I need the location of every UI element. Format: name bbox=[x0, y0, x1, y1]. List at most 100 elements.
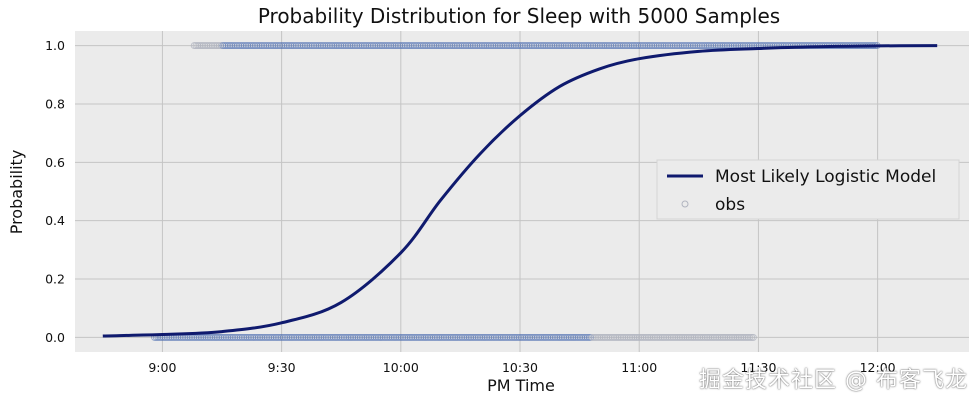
obs-point bbox=[503, 42, 511, 50]
obs-point bbox=[354, 333, 362, 341]
obs-point bbox=[489, 42, 497, 50]
obs-point bbox=[541, 42, 549, 50]
obs-point bbox=[349, 42, 357, 50]
obs-point bbox=[351, 333, 359, 341]
obs-point bbox=[213, 333, 221, 341]
obs-point bbox=[426, 42, 434, 50]
obs-point bbox=[553, 42, 561, 50]
obs-point bbox=[469, 333, 477, 341]
obs-point bbox=[676, 333, 684, 341]
obs-point bbox=[205, 42, 212, 50]
obs-point bbox=[667, 333, 675, 341]
obs-point bbox=[657, 42, 665, 50]
x-tick-label: 11:00 bbox=[621, 360, 657, 375]
obs-point bbox=[643, 42, 651, 50]
obs-point bbox=[446, 333, 453, 341]
obs-point bbox=[281, 333, 289, 341]
obs-point bbox=[428, 333, 436, 341]
obs-point bbox=[387, 42, 395, 50]
obs-point bbox=[240, 42, 248, 50]
obs-point bbox=[640, 333, 648, 341]
obs-point bbox=[556, 333, 564, 341]
obs-point bbox=[591, 42, 599, 50]
obs-point bbox=[338, 333, 346, 341]
obs-point bbox=[305, 42, 313, 50]
obs-point bbox=[648, 333, 655, 341]
obs-point bbox=[267, 42, 275, 50]
obs-point bbox=[344, 333, 352, 341]
obs-point bbox=[323, 42, 330, 50]
obs-point bbox=[367, 42, 375, 50]
obs-point bbox=[217, 333, 225, 341]
obs-point bbox=[274, 333, 282, 341]
legend: Most Likely Logistic Model obs bbox=[656, 159, 960, 220]
obs-point bbox=[487, 333, 495, 341]
obs-point bbox=[319, 333, 326, 341]
obs-point bbox=[632, 42, 640, 50]
obs-point bbox=[464, 42, 472, 50]
obs-point bbox=[490, 333, 498, 341]
obs-point bbox=[634, 42, 642, 50]
obs-point bbox=[404, 333, 412, 341]
obs-point bbox=[655, 333, 663, 341]
obs-point bbox=[705, 42, 713, 50]
obs-point bbox=[252, 333, 260, 341]
obs-point bbox=[310, 42, 318, 50]
obs-point bbox=[279, 333, 287, 341]
obs-point bbox=[605, 42, 613, 50]
obs-point bbox=[306, 42, 314, 50]
obs-point bbox=[419, 42, 427, 50]
obs-point bbox=[314, 42, 322, 50]
obs-point bbox=[739, 333, 747, 341]
obs-point bbox=[392, 333, 400, 341]
obs-point bbox=[448, 42, 456, 50]
obs-point bbox=[537, 42, 545, 50]
chart-title: Probability Distribution for Sleep with … bbox=[258, 4, 780, 28]
logistic-curve bbox=[102, 44, 938, 338]
obs-point bbox=[288, 333, 296, 341]
obs-point bbox=[501, 333, 509, 341]
obs-point bbox=[515, 333, 523, 341]
obs-point bbox=[648, 42, 656, 50]
obs-point bbox=[412, 333, 419, 341]
obs-point bbox=[326, 333, 334, 341]
obs-point bbox=[483, 333, 491, 341]
obs-point bbox=[572, 333, 580, 341]
obs-point bbox=[709, 42, 717, 50]
obs-point bbox=[337, 42, 345, 50]
obs-point bbox=[247, 333, 255, 341]
obs-point bbox=[236, 333, 244, 341]
obs-point bbox=[690, 333, 698, 341]
obs-point bbox=[269, 42, 277, 50]
obs-point bbox=[488, 333, 496, 341]
y-tick-label: 0.8 bbox=[45, 96, 65, 111]
obs-point bbox=[530, 333, 537, 341]
obs-point bbox=[737, 333, 745, 341]
obs-point bbox=[616, 42, 624, 50]
obs-point bbox=[438, 333, 446, 341]
obs-point bbox=[456, 333, 464, 341]
obs-point bbox=[437, 42, 445, 50]
obs-point bbox=[476, 333, 484, 341]
obs-point bbox=[639, 42, 647, 50]
obs-point bbox=[221, 42, 229, 50]
obs-point bbox=[482, 42, 490, 50]
obs-point bbox=[682, 333, 689, 341]
obs-point bbox=[202, 333, 210, 341]
x-tick-label: 10:00 bbox=[383, 360, 419, 375]
obs-point bbox=[499, 333, 507, 341]
obs-point bbox=[546, 42, 554, 50]
obs-point bbox=[455, 42, 463, 50]
obs-point bbox=[380, 42, 388, 50]
obs-point bbox=[442, 333, 450, 341]
obs-point bbox=[708, 333, 716, 341]
obs-point bbox=[551, 42, 559, 50]
obs-point bbox=[410, 42, 418, 50]
obs-point bbox=[678, 333, 686, 341]
obs-point bbox=[707, 333, 714, 341]
obs-point bbox=[471, 333, 478, 341]
obs-point bbox=[247, 42, 255, 50]
obs-point bbox=[226, 333, 234, 341]
obs-point bbox=[237, 42, 245, 50]
obs-point bbox=[399, 333, 407, 341]
